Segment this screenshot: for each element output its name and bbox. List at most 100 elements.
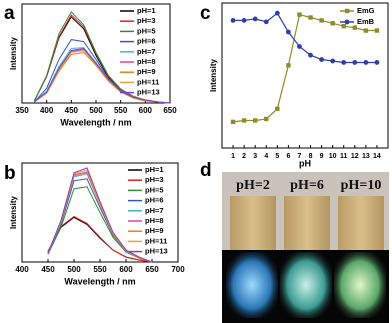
vial [230,196,276,250]
x-tick-label: 500 [89,106,103,115]
marker [363,28,369,33]
panel-label: a [4,3,15,24]
series-line [47,173,153,263]
marker [352,25,357,30]
x-tick-label: 350 [15,106,29,115]
x-tick-label: 400 [40,106,54,115]
legend-label: pH=1 [145,165,164,174]
legend-label: pH=6 [145,196,164,205]
x-tick-label: 9 [320,153,324,160]
marker [330,21,335,26]
vial [284,196,330,250]
panel-label: b [4,163,16,184]
legend-marker [344,19,350,25]
legend-label: pH=11 [137,77,159,86]
x-tick-label: 650 [163,106,177,115]
x-tick-label: 7 [298,153,302,160]
marker [341,60,347,65]
legend-label: pH=7 [137,47,156,56]
x-tick-label: 14 [373,153,381,160]
photo-label: pH=10 [341,178,382,193]
x-tick-label: 550 [114,106,128,115]
marker [264,116,269,122]
marker [274,10,280,16]
x-tick-label: 11 [340,153,348,160]
marker [241,18,247,23]
marker [286,29,291,35]
marker [363,60,369,65]
x-axis-label: Wavelength / nm [64,276,135,286]
y-axis-label: Intensity [9,37,18,70]
series-line [33,47,171,104]
legend-label: pH=13 [145,247,168,256]
marker [230,119,236,125]
x-tick-label: 500 [67,265,81,274]
x-tick-label: 8 [309,153,313,160]
marker [297,12,302,17]
x-tick-label: 1 [231,153,235,160]
y-axis-label: Intensity [209,59,218,92]
legend-label: pH=8 [137,57,156,66]
x-tick-label: 700 [171,265,185,274]
legend-label: pH=9 [145,226,164,235]
marker [308,15,313,20]
marker [286,63,291,68]
panel-label: c [200,3,211,24]
x-tick-label: 650 [145,265,159,274]
legend-label: EmB [357,17,375,26]
x-tick-label: 13 [362,153,370,160]
series-line [47,167,153,263]
plot-frame [221,2,389,149]
x-tick-label: 600 [119,265,133,274]
legend-label: pH=8 [145,216,164,225]
glow [280,252,332,318]
marker [275,106,280,112]
x-tick-label: 4 [264,153,268,160]
photo: pH=2 pH=6 pH=10 d [200,160,389,323]
marker [297,44,302,49]
x-tick-label: 12 [351,153,359,160]
marker [319,57,324,62]
legend-label: pH=9 [137,67,156,76]
legend-label: EmG [357,6,375,15]
x-axis-label: Wavelength / nm [60,117,131,127]
glow [334,252,386,318]
marker [252,16,258,22]
legend-label: pH=1 [137,6,156,15]
marker [319,18,324,23]
legend-label: pH=5 [145,185,164,194]
legend-label: pH=5 [137,26,156,35]
y-axis-label: Intensity [9,196,18,229]
marker [308,52,313,58]
glow [226,252,278,318]
x-tick-label: 3 [253,153,257,160]
x-tick-label: 450 [41,265,55,274]
panel-label: d [200,160,212,181]
legend-label: pH=11 [145,236,167,245]
photo-label: pH=2 [236,178,270,193]
marker [352,60,358,65]
vial [338,196,384,250]
photo-label: pH=6 [290,178,324,193]
series-line [47,172,153,263]
marker [341,24,346,29]
x-tick-label: 6 [286,153,290,160]
marker [253,118,258,123]
legend-marker [345,8,350,14]
marker [374,60,380,65]
legend-label: pH=6 [137,37,156,46]
marker [230,18,236,23]
x-tick-label: 5 [275,153,279,160]
marker [263,19,269,25]
marker [241,118,247,123]
legend-label: pH=13 [137,88,160,97]
series-line [47,215,153,263]
x-tick-label: 400 [15,265,29,274]
x-tick-label: 450 [65,106,79,115]
x-tick-label: 10 [329,153,337,160]
legend-label: pH=7 [145,206,164,215]
marker [330,58,336,64]
marker [374,28,380,33]
x-axis-label: pH [299,158,311,168]
